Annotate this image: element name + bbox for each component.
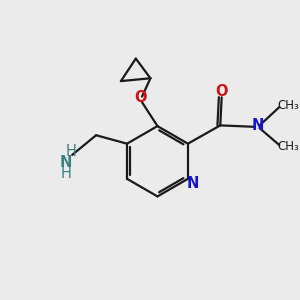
Text: N: N xyxy=(187,176,199,191)
Text: H: H xyxy=(65,144,76,159)
Text: CH₃: CH₃ xyxy=(277,99,298,112)
Text: N: N xyxy=(252,118,264,133)
Text: O: O xyxy=(215,84,228,99)
Text: CH₃: CH₃ xyxy=(277,140,298,153)
Text: H: H xyxy=(61,166,71,181)
Text: N: N xyxy=(60,155,72,170)
Text: O: O xyxy=(134,90,147,105)
